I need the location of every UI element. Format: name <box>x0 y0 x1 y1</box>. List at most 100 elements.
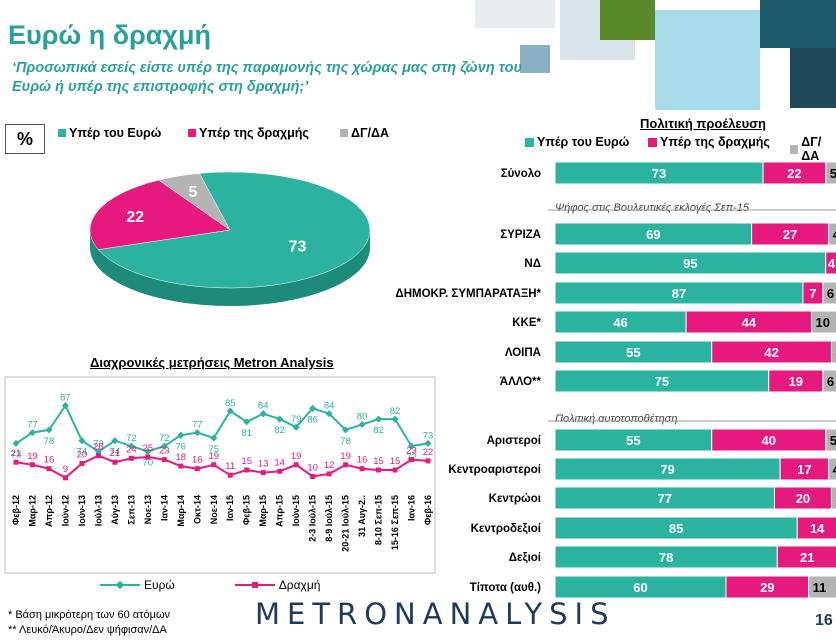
drachma-point <box>128 455 134 461</box>
drachma-point <box>211 462 217 468</box>
bar-legend-dk-swatch <box>790 144 799 154</box>
drachma-bar-label: 27 <box>783 227 797 242</box>
drachma-bar <box>768 369 824 393</box>
drachma-point <box>62 475 68 481</box>
euro-bar <box>554 575 727 599</box>
euro-point <box>276 415 284 423</box>
drachma-point <box>244 467 250 473</box>
euro-data-label: 70 <box>93 439 104 450</box>
x-tick-label: Μαρ-12 <box>27 495 37 527</box>
drachma-point <box>112 459 118 465</box>
euro-data-label: 84 <box>324 401 335 412</box>
dk-bar <box>825 428 836 452</box>
euro-data-label: 79 <box>291 414 302 425</box>
euro-data-label: 75 <box>208 444 219 455</box>
line-legend-euro-label: Ευρώ <box>144 578 175 592</box>
euro-series-line <box>15 403 429 453</box>
pie-value-label: 5 <box>188 184 197 201</box>
pie-slice <box>97 171 371 289</box>
bar-category-label: ΣΥΡΙΖΑ <box>500 229 541 241</box>
drachma-data-label: 24 <box>126 444 137 455</box>
euro-data-label: 72 <box>159 433 170 444</box>
x-tick-label: 2-3 Ιούλ-15 <box>308 495 318 542</box>
x-tick-label: Ιαν-14 <box>159 495 169 521</box>
bar-category-label: ΚΚΕ* <box>512 317 541 329</box>
drachma-point <box>145 454 151 460</box>
drachma-point <box>227 472 233 478</box>
drachma-bar <box>779 457 830 481</box>
x-tick-label: Μαρ-14 <box>176 495 186 527</box>
x-tick-label: 31 Αυγ-2.. <box>357 495 367 537</box>
euro-bar-label: 79 <box>660 462 674 477</box>
euro-data-label: 78 <box>44 436 55 447</box>
drachma-point <box>79 461 85 466</box>
drachma-series-line <box>15 454 429 480</box>
decorative-square <box>520 45 550 73</box>
euro-bar <box>554 281 804 305</box>
line-legend-drachma: Δραχμή <box>234 578 321 592</box>
x-tick-label: Νοε-14 <box>209 495 219 524</box>
drachma-data-label: 9 <box>63 464 68 475</box>
drachma-point <box>343 462 349 468</box>
drachma-bar-label: 20 <box>796 491 810 506</box>
drachma-point <box>178 463 184 469</box>
x-tick-label: Ιούν-15 <box>291 495 301 526</box>
euro-point <box>193 429 201 437</box>
euro-data-label: 86 <box>307 414 318 425</box>
drachma-bar-label: 44 <box>742 315 757 330</box>
drachma-bar-label: 22 <box>787 166 801 181</box>
x-tick-label: Φεβ-12 <box>11 495 21 525</box>
euro-bar <box>554 161 764 185</box>
euro-data-label: 81 <box>241 428 252 439</box>
legend-swatch-drachma <box>188 129 196 137</box>
x-tick-label: Απρ-12 <box>44 495 54 527</box>
decorative-square <box>760 0 836 48</box>
bar-legend-drachma-swatch <box>648 137 657 147</box>
drachma-point <box>310 474 316 479</box>
drachma-data-label: 19 <box>208 451 219 462</box>
drachma-bar-label: 29 <box>760 580 774 595</box>
euro-data-label: 77 <box>27 420 38 431</box>
line-legend-drachma-label: Δραχμή <box>278 578 321 592</box>
footnote-other: ** Λευκό/Άκυρο/Δεν ψήφισαν/ΔΑ <box>8 624 167 636</box>
drachma-bar-label: 14 <box>810 521 825 536</box>
x-tick-label: Ιούν-12 <box>60 495 70 526</box>
bar-legend-dk: ΔΓ/ΔΑ <box>790 135 836 163</box>
x-tick-label: 8-9 Ιούλ-15 <box>324 495 334 542</box>
line-legend-drachma-swatch <box>234 582 275 588</box>
drachma-point <box>293 462 299 468</box>
euro-point <box>127 442 135 450</box>
euro-bar <box>554 222 753 246</box>
euro-data-label: 74 <box>77 447 88 458</box>
dk-bar-label: 5 <box>830 433 836 448</box>
drachma-point <box>194 466 200 472</box>
line-legend-euro-swatch <box>100 580 140 590</box>
dk-bar-label: 4 <box>833 227 836 242</box>
bar-legend-euro-label: Υπέρ του Ευρώ <box>537 135 630 149</box>
political-chart-title: Πολιτική προέλευση <box>640 116 766 131</box>
pie-legend-dk: ΔΓ/ΔΑ <box>340 126 389 140</box>
decorative-square <box>790 48 836 108</box>
drachma-bar <box>685 310 812 334</box>
euro-bar <box>554 428 713 452</box>
dk-bar <box>808 575 836 599</box>
bar-legend-drachma-label: Υπέρ της δραχμής <box>660 135 770 149</box>
bar-legend-dk-label: ΔΓ/ΔΑ <box>801 135 822 163</box>
euro-data-label: 82 <box>373 425 384 436</box>
euro-bar-label: 78 <box>659 550 673 565</box>
euro-data-label: 82 <box>274 425 285 436</box>
euro-data-label: 70 <box>143 458 154 469</box>
page-subtitle: ‘Προσωπικά εσείς είστε υπέρ της παραμονή… <box>12 60 523 95</box>
euro-bar-label: 46 <box>613 315 627 330</box>
dk-bar <box>828 457 836 481</box>
legend-swatch-euro <box>58 129 66 137</box>
x-tick-label: 15-16 Σεπ-15 <box>390 495 400 550</box>
euro-bar-label: 85 <box>669 521 683 536</box>
drachma-data-label: 15 <box>390 456 401 467</box>
drachma-point <box>95 453 101 459</box>
drachma-point <box>359 466 365 472</box>
pie-chart: 73 22 5 <box>89 171 371 306</box>
euro-data-label: 78 <box>340 436 351 447</box>
drachma-bar-label: 7 <box>809 286 816 301</box>
dk-bar <box>828 222 836 246</box>
